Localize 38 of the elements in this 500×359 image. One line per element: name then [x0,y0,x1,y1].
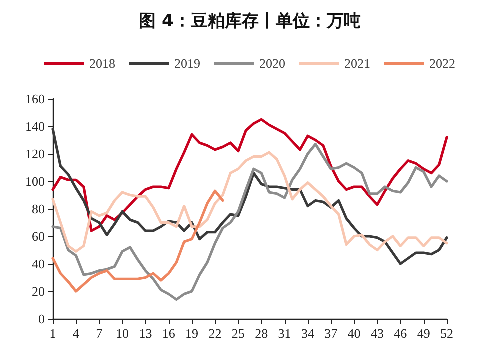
x-tick-label: 46 [394,326,408,341]
y-tick-label: 100 [26,174,45,189]
legend-label: 2021 [344,56,370,71]
chart-title: 图 4：豆粕库存丨单位：万吨 [139,12,361,32]
y-tick-label: 60 [32,229,45,244]
legend-label: 2022 [430,56,456,71]
x-tick-label: 19 [186,326,199,341]
legend-label: 2019 [174,56,200,71]
x-tick-label: 16 [162,326,176,341]
legend-label: 2018 [90,56,116,71]
line-series [52,190,224,293]
legend-label: 2020 [260,56,286,71]
x-tick-label: 1 [50,326,56,341]
y-tick-label: 80 [32,202,45,216]
y-tick-label: 0 [38,312,45,326]
line-series [52,128,448,266]
x-tick-label: 22 [208,326,222,341]
y-tick-label: 40 [32,256,45,272]
line-series [52,143,448,302]
x-tick-label: 28 [255,326,268,341]
y-tick-label: 160 [26,92,45,106]
x-tick-label: 43 [370,326,384,341]
x-tick-label: 52 [440,326,454,341]
x-tick-label: 31 [278,326,292,341]
line-series [52,118,448,232]
x-tick-label: 40 [348,326,361,341]
y-tick-label: 20 [32,284,45,299]
x-tick-label: 34 [301,326,315,341]
x-tick-label: 4 [72,326,80,341]
x-tick-label: 7 [96,326,104,341]
x-tick-label: 37 [324,326,338,341]
y-tick-label: 140 [26,119,45,134]
x-tick-label: 10 [116,326,130,341]
y-tick-label: 120 [26,146,45,162]
x-tick-label: 13 [139,326,152,341]
line-series [52,151,448,253]
x-tick-label: 49 [417,326,430,341]
x-tick-label: 25 [232,326,245,341]
